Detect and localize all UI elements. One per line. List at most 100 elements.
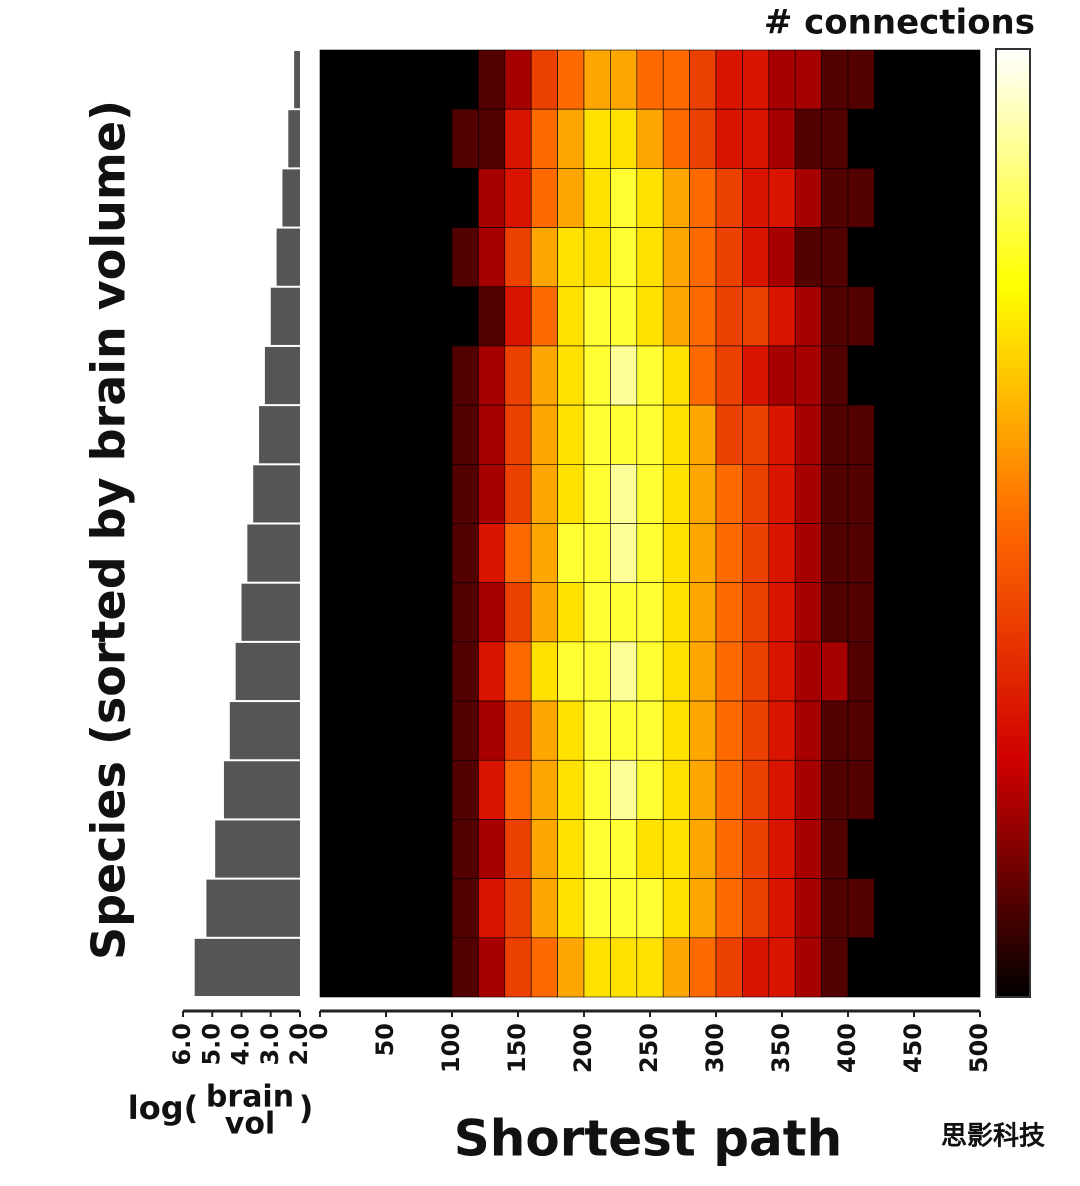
heatmap-cell: [715, 464, 743, 524]
heatmap-cell: [926, 700, 954, 761]
heatmap-cell: [636, 108, 664, 169]
heatmap-cell: [874, 108, 902, 169]
heatmap-cell: [742, 286, 770, 347]
heatmap-cell: [874, 878, 902, 939]
heatmap-cell: [768, 878, 796, 939]
heatmap-cell: [451, 345, 479, 406]
heatmap-cell: [900, 404, 928, 465]
heatmap-cell: [346, 937, 374, 998]
heatmap-cell: [689, 819, 717, 879]
heatmap-cell: [821, 523, 849, 583]
heatmap-cell: [583, 108, 611, 169]
heatmap-cell: [504, 108, 532, 169]
heatmap-cell: [953, 464, 981, 524]
heatmap-cell: [530, 759, 558, 820]
heatmap-cell: [451, 49, 479, 110]
heatmap-cell: [926, 49, 954, 110]
heatmap-cell: [874, 937, 902, 998]
heatmap-cell: [715, 49, 743, 110]
heatmap-cell: [425, 582, 453, 643]
heatmap-cell: [583, 582, 611, 643]
heatmap-cell: [874, 49, 902, 110]
heatmap-cell: [689, 345, 717, 406]
heatmap-cell: [425, 108, 453, 169]
heatmap-cell: [926, 168, 954, 228]
heatmap-cell: [583, 168, 611, 228]
bar: [259, 406, 300, 464]
heatmap-cell: [346, 227, 374, 288]
heatmap-cell: [583, 641, 611, 702]
heatmap-cell: [346, 523, 374, 583]
x-tick-label: 3.0: [256, 1023, 284, 1066]
heatmap-cell: [451, 464, 479, 524]
heatmap-cell: [715, 582, 743, 643]
heatmap-cell: [662, 641, 690, 702]
heatmap-cell: [557, 937, 585, 998]
heatmap-cell: [398, 937, 426, 998]
heatmap-cell: [319, 582, 347, 643]
heatmap-cell: [768, 700, 796, 761]
heatmap-cell: [847, 759, 875, 820]
heatmap-cell: [530, 168, 558, 228]
heatmap-cell: [768, 937, 796, 998]
heatmap-cell: [636, 404, 664, 465]
heatmap-cell: [478, 582, 506, 643]
heatmap-cell: [557, 404, 585, 465]
bar: [276, 228, 300, 286]
heatmap-cell: [794, 523, 822, 583]
heatmap-cell: [346, 582, 374, 643]
heatmap-cell: [953, 819, 981, 879]
heatmap-cell: [425, 641, 453, 702]
heatmap-cell: [636, 641, 664, 702]
bar: [247, 524, 300, 582]
heatmap-cell: [689, 641, 717, 702]
heatmap-cell: [636, 819, 664, 879]
heatmap-cell: [847, 464, 875, 524]
heatmap-cell: [636, 523, 664, 583]
heatmap-cell: [583, 227, 611, 288]
heatmap-cell: [478, 819, 506, 879]
heatmap-cell: [319, 286, 347, 347]
heatmap-cell: [794, 878, 822, 939]
heatmap-cell: [478, 641, 506, 702]
heatmap-cell: [715, 641, 743, 702]
heatmap-cell: [583, 404, 611, 465]
heatmap-cell: [636, 464, 664, 524]
heatmap-cell: [478, 937, 506, 998]
heatmap-cell: [346, 108, 374, 169]
heatmap-cell: [900, 641, 928, 702]
heatmap-cell: [847, 937, 875, 998]
heatmap-cell: [478, 464, 506, 524]
heatmap-cell: [926, 464, 954, 524]
heatmap-cell: [346, 878, 374, 939]
heatmap-cell: [530, 582, 558, 643]
heatmap-cell: [530, 404, 558, 465]
heatmap-cell: [715, 404, 743, 465]
heatmap-cell: [425, 227, 453, 288]
bar: [206, 879, 300, 937]
heatmap-cell: [794, 404, 822, 465]
heatmap-cell: [319, 641, 347, 702]
heatmap-cell: [821, 641, 849, 702]
heatmap-cell: [768, 641, 796, 702]
heatmap-cell: [504, 227, 532, 288]
heatmap-cell: [794, 49, 822, 110]
heatmap-cell: [610, 464, 638, 524]
heatmap-cell: [636, 345, 664, 406]
heatmap-cell: [900, 582, 928, 643]
heatmap-cell: [398, 168, 426, 228]
heatmap-cell: [847, 582, 875, 643]
heatmap-cell: [821, 937, 849, 998]
heatmap-cell: [372, 819, 400, 879]
heatmap-cell: [689, 759, 717, 820]
heatmap-cell: [689, 878, 717, 939]
heatmap-cell: [610, 819, 638, 879]
x-tick-label: 500: [965, 1023, 993, 1073]
heatmap-cell: [742, 168, 770, 228]
heatmap-cell: [874, 582, 902, 643]
heatmap-cell: [689, 168, 717, 228]
bar: [241, 583, 300, 641]
bar: [194, 938, 300, 996]
heatmap-cell: [689, 286, 717, 347]
